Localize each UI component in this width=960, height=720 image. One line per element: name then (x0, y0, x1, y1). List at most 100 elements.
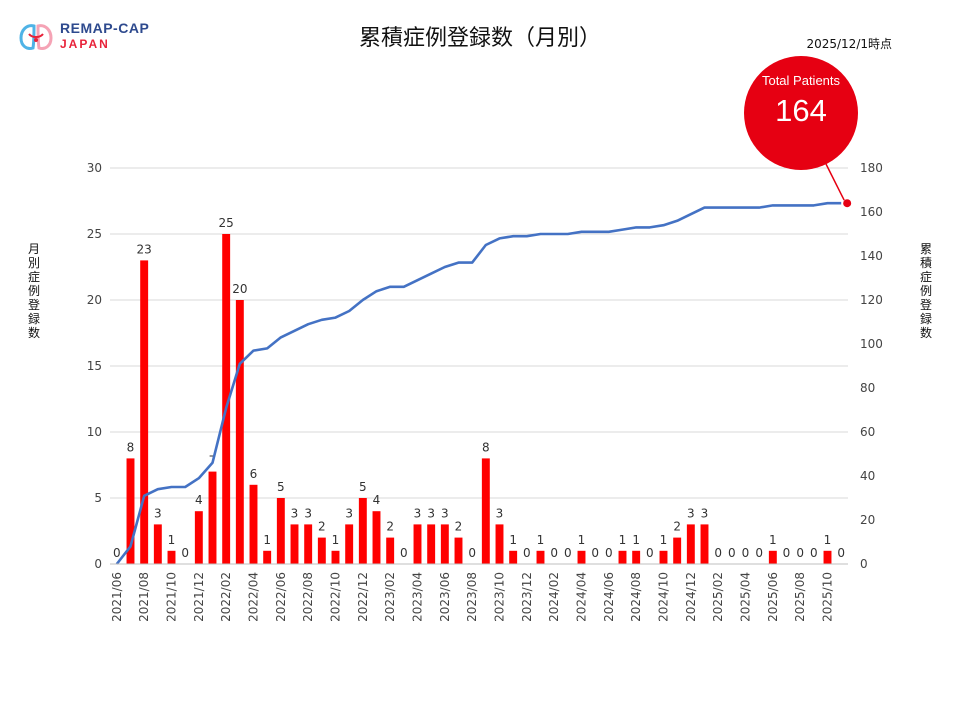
x-tick-label: 2022/12 (356, 572, 370, 622)
bar-data-label: 1 (578, 533, 586, 547)
y-tick-label-right: 40 (860, 469, 875, 483)
bar (700, 524, 709, 564)
bar-data-label: 0 (468, 546, 476, 560)
x-tick-label: 2022/06 (274, 572, 288, 622)
bar-data-label: 1 (769, 533, 777, 547)
bar (495, 524, 504, 564)
bar-data-label: 3 (291, 506, 299, 520)
bar (618, 550, 627, 564)
bar-data-label: 3 (304, 506, 312, 520)
bar (167, 550, 176, 564)
bar-data-label: 1 (660, 533, 668, 547)
logo-name: REMAP-CAP (60, 20, 150, 36)
bar-data-label: 3 (701, 506, 709, 520)
callout-point (843, 199, 852, 208)
bar (632, 550, 641, 564)
x-tick-label: 2024/12 (684, 572, 698, 622)
x-tick-label: 2024/02 (547, 572, 561, 622)
total-patients-callout: Total Patients 164 (744, 56, 858, 170)
bar-data-label: 2 (455, 520, 463, 534)
cumulative-line (115, 201, 842, 565)
bar (331, 550, 340, 564)
x-tick-label: 2023/06 (438, 572, 452, 622)
bar (536, 550, 545, 564)
bar-data-label: 0 (181, 546, 189, 560)
x-tick-label: 2025/02 (711, 572, 725, 622)
bar-data-label: 8 (482, 440, 490, 454)
x-tick-label: 2021/08 (137, 572, 151, 622)
bar (153, 524, 162, 564)
bar (427, 524, 436, 564)
y-tick-label-right: 20 (860, 513, 875, 527)
callout-pointer (825, 163, 845, 201)
bar-data-label: 3 (441, 506, 449, 520)
x-tick-label: 2023/02 (383, 572, 397, 622)
bar-data-label: 5 (277, 480, 285, 494)
bar (413, 524, 422, 564)
bar-data-label: 0 (113, 546, 121, 560)
bar (317, 537, 326, 564)
x-tick-label: 2025/04 (739, 572, 753, 622)
x-tick-label: 2023/12 (520, 572, 534, 622)
y-tick-label-left: 5 (94, 491, 102, 505)
x-tick-label: 2022/08 (301, 572, 315, 622)
y-tick-label-left: 25 (87, 227, 102, 241)
x-tick-label: 2021/10 (165, 572, 179, 622)
y-tick-label-right: 0 (860, 557, 868, 571)
bar-data-label: 0 (591, 546, 599, 560)
bar (768, 550, 777, 564)
y-tick-label-left: 30 (87, 161, 102, 175)
callout-value: 164 (775, 93, 827, 128)
bar (659, 550, 668, 564)
bar-data-label: 3 (414, 506, 422, 520)
bar-data-label: 25 (219, 216, 234, 230)
x-tick-label: 2025/06 (766, 572, 780, 622)
chart-title: 累積症例登録数（月別） (358, 26, 601, 51)
bar-data-label: 0 (646, 546, 654, 560)
bar (673, 537, 682, 564)
bar-data-label: 5 (359, 480, 367, 494)
lungs-logo-icon (19, 24, 53, 50)
bar-data-label: 1 (619, 533, 627, 547)
bar (263, 550, 272, 564)
bar (440, 524, 449, 564)
bar (386, 537, 395, 564)
x-tick-label: 2024/10 (657, 572, 671, 622)
bar-data-label: 2 (386, 520, 394, 534)
bar-data-label: 0 (564, 546, 572, 560)
bar (358, 498, 367, 564)
bar-data-label: 0 (755, 546, 763, 560)
bar-data-label: 8 (127, 440, 135, 454)
bar (454, 537, 463, 564)
bar (686, 524, 695, 564)
bar (509, 550, 518, 564)
x-tick-label: 2021/06 (110, 572, 124, 622)
bar-data-label: 0 (728, 546, 736, 560)
bar-data-label: 1 (824, 533, 832, 547)
y-tick-label-right: 120 (860, 293, 883, 307)
y-tick-label-right: 60 (860, 425, 875, 439)
bar (235, 300, 244, 564)
bar-data-label: 1 (509, 533, 517, 547)
x-tick-label: 2021/12 (192, 572, 206, 622)
bar-data-label: 0 (605, 546, 613, 560)
bar-data-label: 0 (783, 546, 791, 560)
bar (577, 550, 586, 564)
bar-data-label: 20 (232, 282, 247, 296)
bar (194, 511, 203, 564)
x-tick-label: 2022/04 (247, 572, 261, 622)
x-tick-label: 2025/10 (821, 572, 835, 622)
bar-data-label: 1 (263, 533, 271, 547)
bar-data-label: 0 (742, 546, 750, 560)
logo-subtitle: JAPAN (60, 37, 110, 51)
logo: REMAP-CAP JAPAN (18, 20, 149, 52)
bar (290, 524, 299, 564)
y-tick-label-right: 100 (860, 337, 883, 351)
bar-data-label: 1 (537, 533, 545, 547)
bar-data-label: 1 (632, 533, 640, 547)
bar-data-label: 0 (837, 546, 845, 560)
bar-data-label: 6 (250, 467, 258, 481)
x-tick-label: 2024/04 (575, 572, 589, 622)
bar (222, 234, 231, 564)
